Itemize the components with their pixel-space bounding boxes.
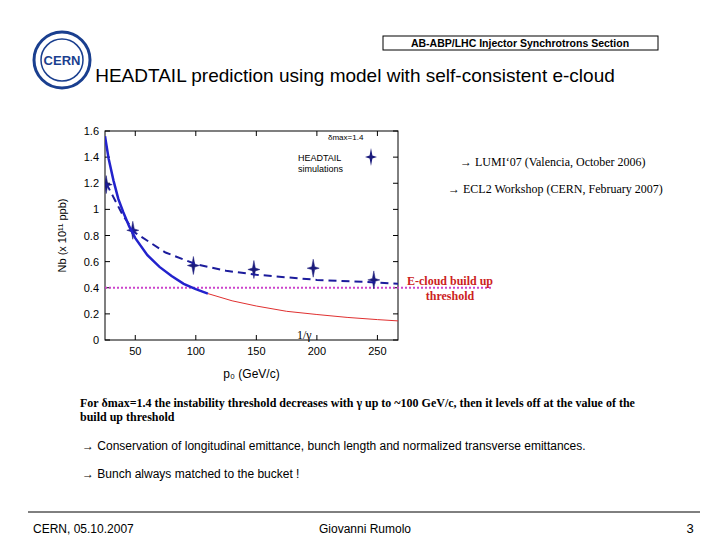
paragraph: For δmax=1.4 the instability threshold d… <box>80 396 636 424</box>
y-tick <box>393 313 398 314</box>
text-line: build up threshold <box>80 410 175 424</box>
data-line <box>106 183 398 283</box>
footer-page: 3 <box>686 521 693 536</box>
y-axis-label: Nb (x 10¹¹ ppb) <box>56 199 68 273</box>
y-tick-label: 0.6 <box>84 256 99 268</box>
x-tick-label: 200 <box>308 345 326 357</box>
x-tick-label: 150 <box>247 345 265 357</box>
y-tick <box>393 209 398 210</box>
reference: → ECL2 Workshop (CERN, February 2007) <box>448 182 663 196</box>
x-tick <box>316 131 317 136</box>
legend-label: HEADTAILsimulations <box>298 153 344 174</box>
x-axis-label: p₀ (GeV/c) <box>223 367 279 381</box>
x-tick <box>377 335 378 340</box>
y-tick <box>105 340 110 341</box>
header-box <box>383 36 658 50</box>
x-tick <box>135 335 136 340</box>
y-tick <box>393 340 398 341</box>
logo-ring <box>41 39 83 81</box>
x-tick <box>256 131 257 136</box>
legend-marker <box>365 148 377 166</box>
x-tick <box>256 335 257 340</box>
footer-author: Giovanni Rumolo <box>319 522 411 536</box>
logo-text: CERN <box>44 53 81 68</box>
footer-rule <box>28 512 700 513</box>
reference: → LUMI‘07 (Valencia, October 2006) <box>460 155 646 169</box>
text-line: E-cloud build up <box>407 274 493 288</box>
logo-ring <box>34 32 90 88</box>
bullet: → Conservation of longitudinal emittance… <box>82 439 586 453</box>
y-tick-label: 0.4 <box>84 282 99 294</box>
y-tick <box>105 261 110 262</box>
text-line: HEADTAIL prediction using model with sel… <box>95 65 615 86</box>
data-point <box>307 259 319 277</box>
y-tick-label: 1 <box>93 203 99 215</box>
data-point <box>187 257 199 275</box>
bullet: → Bunch always matched to the bucket ! <box>82 467 299 481</box>
data-point <box>368 271 380 289</box>
header: AB-ABP/LHC Injector Synchrotrons Section <box>411 37 629 49</box>
plot-marks <box>105 136 398 321</box>
y-tick-label: 1.6 <box>84 125 99 137</box>
y-tick <box>105 209 110 210</box>
y-tick-label: 0.2 <box>84 308 99 320</box>
text-line: For δmax=1.4 the instability threshold d… <box>80 396 636 410</box>
y-tick <box>393 183 398 184</box>
x-tick-label: 100 <box>187 345 205 357</box>
text-line: threshold <box>426 289 475 303</box>
y-tick <box>105 131 110 132</box>
plot-frame <box>105 131 398 340</box>
y-tick-label: 1.2 <box>84 177 99 189</box>
text-line: simulations <box>298 164 344 174</box>
text-line: HEADTAIL <box>298 153 341 163</box>
y-tick <box>393 261 398 262</box>
y-tick <box>393 157 398 158</box>
data-line <box>208 294 398 321</box>
y-tick-label: 0 <box>93 334 99 346</box>
x-tick <box>135 131 136 136</box>
annotation: δmax=1.4 <box>328 133 364 142</box>
x-tick <box>316 335 317 340</box>
y-tick-label: 1.4 <box>84 151 99 163</box>
footer-date: CERN, 05.10.2007 <box>33 522 134 536</box>
x-tick-label: 250 <box>368 345 386 357</box>
threshold-label: E-cloud build upthreshold <box>407 274 493 303</box>
x-tick-label: 50 <box>129 345 141 357</box>
series-label: 1/γ <box>297 328 312 342</box>
data-line <box>105 136 208 293</box>
y-tick <box>393 131 398 132</box>
x-tick <box>377 131 378 136</box>
y-tick <box>105 313 110 314</box>
y-tick <box>105 235 110 236</box>
y-tick-label: 0.8 <box>84 230 99 242</box>
y-tick <box>393 235 398 236</box>
title: HEADTAIL prediction using model with sel… <box>95 65 615 86</box>
x-tick <box>195 335 196 340</box>
x-tick <box>195 131 196 136</box>
